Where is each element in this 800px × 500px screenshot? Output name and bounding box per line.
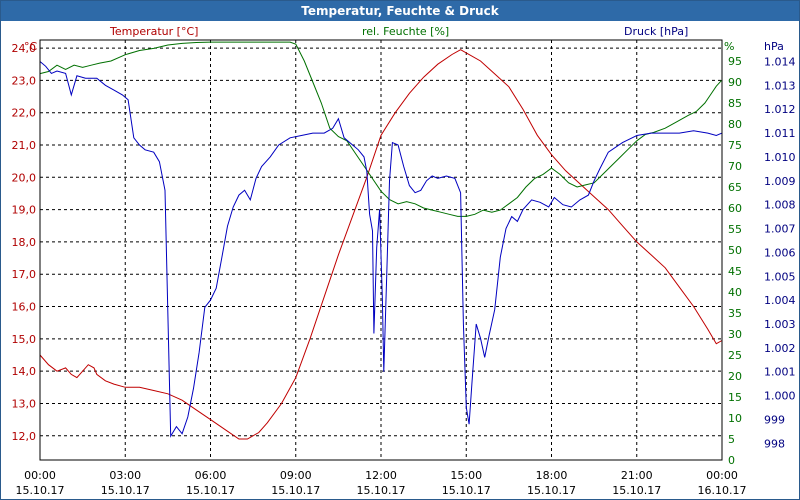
- pressure-tick-label: 1.004: [764, 294, 796, 307]
- x-tick-time: 00:00: [706, 469, 738, 482]
- temperature-tick-label: 20,0: [12, 171, 37, 184]
- humidity-tick-label: 10: [728, 412, 742, 425]
- humidity-tick-label: 20: [728, 370, 742, 383]
- humidity-axis-label: rel. Feuchte [%]: [362, 25, 449, 38]
- humidity-tick-label: 0: [728, 454, 735, 467]
- x-tick-date: 15.10.17: [16, 484, 65, 497]
- pressure-tick-label: 1.010: [764, 151, 796, 164]
- temperature-axis-label: Temperatur [°C]: [109, 25, 198, 38]
- humidity-tick-label: 60: [728, 202, 742, 215]
- humidity-tick-label: 35: [728, 307, 742, 320]
- temperature-tick-label: 14,0: [12, 365, 37, 378]
- x-tick-time: 00:00: [24, 469, 56, 482]
- humidity-tick-label: 30: [728, 328, 742, 341]
- pressure-tick-label: 999: [764, 413, 785, 426]
- series-line-temperature: [39, 49, 723, 440]
- x-tick-date: 15.10.17: [357, 484, 406, 497]
- pressure-tick-label: 1.013: [764, 79, 796, 92]
- humidity-tick-label: 45: [728, 265, 742, 278]
- temperature-tick-label: 12,0: [12, 430, 37, 443]
- humidity-tick-label: 25: [728, 349, 742, 362]
- humidity-tick-label: 50: [728, 244, 742, 257]
- x-tick-date: 15.10.17: [271, 484, 320, 497]
- x-tick-time: 18:00: [536, 469, 568, 482]
- x-tick-date: 15.10.17: [612, 484, 661, 497]
- pressure-tick-label: 1.006: [764, 246, 796, 259]
- temperature-tick-label: 17,0: [12, 268, 37, 281]
- pressure-tick-label: 1.005: [764, 270, 796, 283]
- humidity-tick-label: 80: [728, 118, 742, 131]
- pressure-axis-label: Druck [hPa]: [624, 25, 688, 38]
- series-line-humidity: [39, 41, 723, 217]
- temperature-tick-label: 19,0: [12, 204, 37, 217]
- x-tick-time: 03:00: [109, 469, 141, 482]
- humidity-tick-label: 75: [728, 139, 742, 152]
- humidity-tick-label: 85: [728, 97, 742, 110]
- temperature-tick-label: 15,0: [12, 333, 37, 346]
- pressure-tick-label: 1.003: [764, 318, 796, 331]
- x-tick-date: 15.10.17: [186, 484, 235, 497]
- temperature-tick-label: 21,0: [12, 139, 37, 152]
- humidity-tick-label: 70: [728, 160, 742, 173]
- temperature-tick-label: 22,0: [12, 107, 37, 120]
- pressure-tick-label: 1.008: [764, 199, 796, 212]
- temperature-tick-label: 16,0: [12, 301, 37, 314]
- humidity-tick-label: 55: [728, 223, 742, 236]
- temperature-tick-label: 13,0: [12, 397, 37, 410]
- series-line-pressure: [39, 61, 723, 438]
- humidity-tick-label: 40: [728, 286, 742, 299]
- temperature-tick-label: 24,0: [12, 42, 37, 55]
- x-tick-date: 15.10.17: [527, 484, 576, 497]
- pressure-tick-label: 1.014: [764, 55, 796, 68]
- pressure-tick-label: 1.012: [764, 103, 796, 116]
- temperature-tick-label: 18,0: [12, 236, 37, 249]
- pressure-tick-label: 1.002: [764, 342, 796, 355]
- pressure-tick-label: 1.011: [764, 127, 796, 140]
- temperature-tick-label: 23,0: [12, 74, 37, 87]
- x-tick-date: 15.10.17: [442, 484, 491, 497]
- pressure-tick-label: 1.009: [764, 175, 796, 188]
- humidity-tick-label: 15: [728, 391, 742, 404]
- chart-title: Temperatur, Feuchte & Druck: [1, 1, 799, 21]
- x-tick-time: 12:00: [365, 469, 397, 482]
- humidity-tick-label: 5: [728, 433, 735, 446]
- x-tick-time: 15:00: [450, 469, 482, 482]
- pressure-tick-label: 1.001: [764, 366, 796, 379]
- x-tick-time: 21:00: [621, 469, 653, 482]
- plot-frame: [39, 39, 723, 461]
- humidity-tick-label: 95: [728, 55, 742, 68]
- humidity-tick-label: 90: [728, 76, 742, 89]
- pressure-tick-label: 1.000: [764, 390, 796, 403]
- x-tick-time: 06:00: [195, 469, 227, 482]
- humidity-unit-label: %: [724, 40, 734, 53]
- pressure-tick-label: 1.007: [764, 223, 796, 236]
- humidity-tick-label: 65: [728, 181, 742, 194]
- pressure-unit-label: hPa: [764, 40, 784, 53]
- x-tick-time: 09:00: [280, 469, 312, 482]
- x-tick-date: 16.10.17: [698, 484, 747, 497]
- temperature-unit-label: °C: [24, 40, 38, 53]
- pressure-tick-label: 998: [764, 437, 785, 450]
- x-tick-date: 15.10.17: [101, 484, 150, 497]
